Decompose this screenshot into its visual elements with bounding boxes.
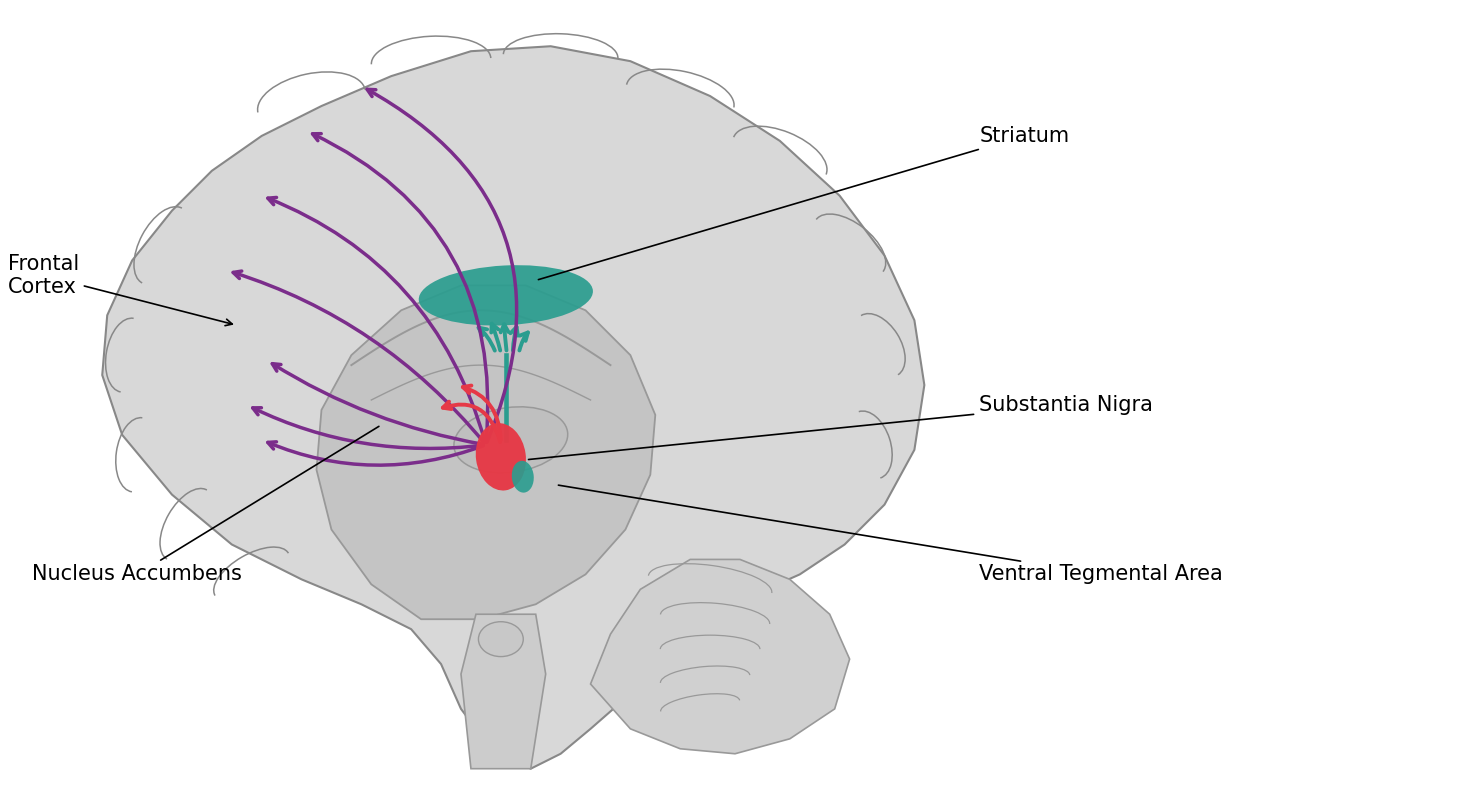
Text: Nucleus Accumbens: Nucleus Accumbens <box>33 426 378 584</box>
Polygon shape <box>102 46 925 769</box>
Ellipse shape <box>476 423 525 491</box>
Text: Frontal
Cortex: Frontal Cortex <box>7 254 233 326</box>
Ellipse shape <box>454 407 568 473</box>
Polygon shape <box>462 615 546 769</box>
Ellipse shape <box>418 266 594 326</box>
Text: Ventral Tegmental Area: Ventral Tegmental Area <box>558 485 1223 584</box>
Polygon shape <box>591 560 850 754</box>
Polygon shape <box>316 285 656 619</box>
Text: Substantia Nigra: Substantia Nigra <box>528 395 1153 460</box>
Ellipse shape <box>512 461 534 493</box>
Text: Striatum: Striatum <box>539 126 1070 280</box>
Ellipse shape <box>478 622 524 657</box>
